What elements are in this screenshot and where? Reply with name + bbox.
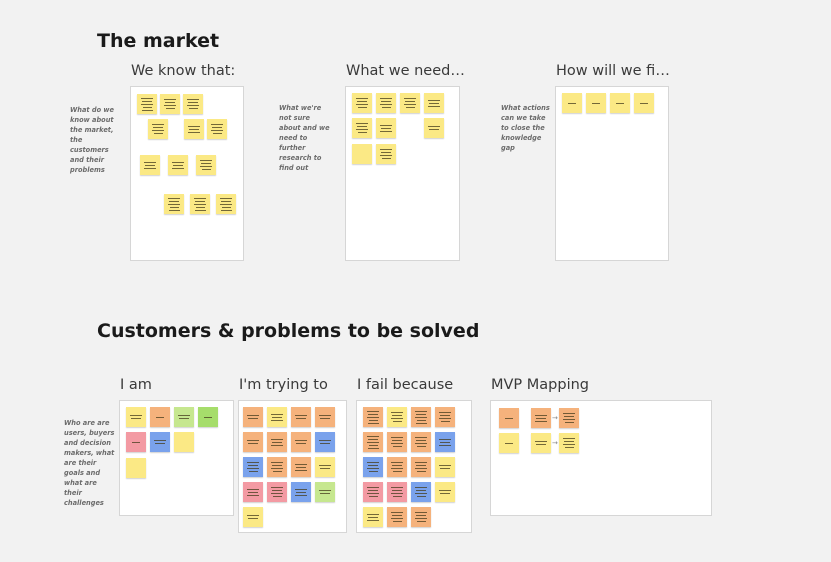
sticky-note[interactable]	[387, 457, 407, 477]
sticky-note[interactable]	[352, 118, 372, 138]
sticky-note[interactable]	[387, 507, 407, 527]
sticky-note[interactable]	[291, 407, 311, 427]
sticky-note[interactable]	[315, 482, 335, 502]
sticky-note[interactable]	[499, 433, 519, 453]
sticky-note[interactable]	[291, 482, 311, 502]
sticky-note[interactable]	[148, 119, 168, 139]
frame-title-mvp[interactable]: MVP Mapping	[491, 377, 590, 393]
sticky-note[interactable]	[160, 94, 180, 114]
sticky-note[interactable]	[352, 144, 372, 164]
frame-note-need[interactable]: What we're not sure about and we need to…	[279, 104, 330, 172]
sticky-note[interactable]	[150, 407, 170, 427]
sticky-note[interactable]	[411, 407, 431, 427]
frame-title-know[interactable]: We know that:	[131, 63, 236, 79]
sticky-note[interactable]	[174, 407, 194, 427]
sticky-note[interactable]	[435, 407, 455, 427]
frame-find[interactable]	[555, 86, 669, 261]
sticky-note[interactable]	[291, 432, 311, 452]
sticky-note[interactable]	[411, 507, 431, 527]
sticky-note[interactable]	[126, 432, 146, 452]
sticky-note[interactable]	[183, 94, 203, 114]
sticky-note[interactable]	[216, 194, 236, 214]
sticky-note[interactable]	[376, 93, 396, 113]
sticky-note[interactable]	[363, 507, 383, 527]
frame-title-fail[interactable]: I fail because	[357, 377, 454, 393]
sticky-note[interactable]	[184, 119, 204, 139]
sticky-note[interactable]	[363, 457, 383, 477]
sticky-note[interactable]	[610, 93, 630, 113]
sticky-note[interactable]	[411, 482, 431, 502]
sticky-note[interactable]	[424, 93, 444, 113]
sticky-note[interactable]	[387, 432, 407, 452]
sticky-note[interactable]	[376, 144, 396, 164]
sticky-note[interactable]	[243, 482, 263, 502]
sticky-note[interactable]	[424, 118, 444, 138]
sticky-note[interactable]	[126, 407, 146, 427]
sticky-note[interactable]	[411, 432, 431, 452]
sticky-note[interactable]	[190, 194, 210, 214]
frame-note-find[interactable]: What actions can we take to close the kn…	[501, 104, 550, 152]
sticky-note[interactable]	[291, 457, 311, 477]
sticky-note[interactable]	[243, 432, 263, 452]
sticky-note[interactable]	[243, 407, 263, 427]
sticky-note[interactable]	[363, 407, 383, 427]
frame-note-iam[interactable]: Who are are users, buyers and decision m…	[64, 419, 115, 507]
sticky-note[interactable]	[411, 457, 431, 477]
sticky-note[interactable]	[435, 457, 455, 477]
sticky-note[interactable]	[315, 457, 335, 477]
sticky-note[interactable]	[387, 407, 407, 427]
sticky-note[interactable]	[315, 432, 335, 452]
frame-need[interactable]	[345, 86, 460, 261]
sticky-note[interactable]	[559, 408, 579, 428]
connector-arrow-icon: →	[552, 414, 558, 422]
sticky-note[interactable]	[198, 407, 218, 427]
sticky-note[interactable]	[150, 432, 170, 452]
sticky-note[interactable]	[363, 432, 383, 452]
sticky-note[interactable]	[168, 155, 188, 175]
sticky-note[interactable]	[352, 93, 372, 113]
sticky-note[interactable]	[126, 458, 146, 478]
sticky-note[interactable]	[586, 93, 606, 113]
sticky-note[interactable]	[387, 482, 407, 502]
sticky-note[interactable]	[267, 457, 287, 477]
sticky-note[interactable]	[315, 407, 335, 427]
sticky-note[interactable]	[137, 94, 157, 114]
sticky-note[interactable]	[140, 155, 160, 175]
sticky-note[interactable]	[267, 407, 287, 427]
sticky-note[interactable]	[243, 507, 263, 527]
sticky-note[interactable]	[499, 408, 519, 428]
sticky-note[interactable]	[363, 482, 383, 502]
sticky-note[interactable]	[531, 433, 551, 453]
sticky-note[interactable]	[562, 93, 582, 113]
sticky-note[interactable]	[267, 482, 287, 502]
sticky-note[interactable]	[267, 432, 287, 452]
connector-arrow-icon: →	[552, 439, 558, 447]
sticky-note[interactable]	[164, 194, 184, 214]
sticky-note[interactable]	[243, 457, 263, 477]
section-title-market: The market	[97, 30, 220, 52]
sticky-note[interactable]	[207, 119, 227, 139]
sticky-note[interactable]	[531, 408, 551, 428]
frame-note-know[interactable]: What do we know about the market, the cu…	[70, 106, 114, 174]
sticky-note[interactable]	[400, 93, 420, 113]
sticky-note[interactable]	[435, 432, 455, 452]
frame-title-need[interactable]: What we need t...	[346, 63, 466, 79]
sticky-note[interactable]	[634, 93, 654, 113]
section-title-customers: Customers & problems to be solved	[97, 320, 480, 342]
frame-mvp[interactable]	[490, 400, 712, 516]
sticky-note[interactable]	[376, 118, 396, 138]
sticky-note[interactable]	[174, 432, 194, 452]
frame-title-find[interactable]: How will we fin...	[556, 63, 674, 79]
frame-title-iam[interactable]: I am	[120, 377, 152, 393]
sticky-note[interactable]	[196, 155, 216, 175]
sticky-note[interactable]	[559, 433, 579, 453]
frame-title-trying[interactable]: I'm trying to	[239, 377, 328, 393]
sticky-note[interactable]	[435, 482, 455, 502]
